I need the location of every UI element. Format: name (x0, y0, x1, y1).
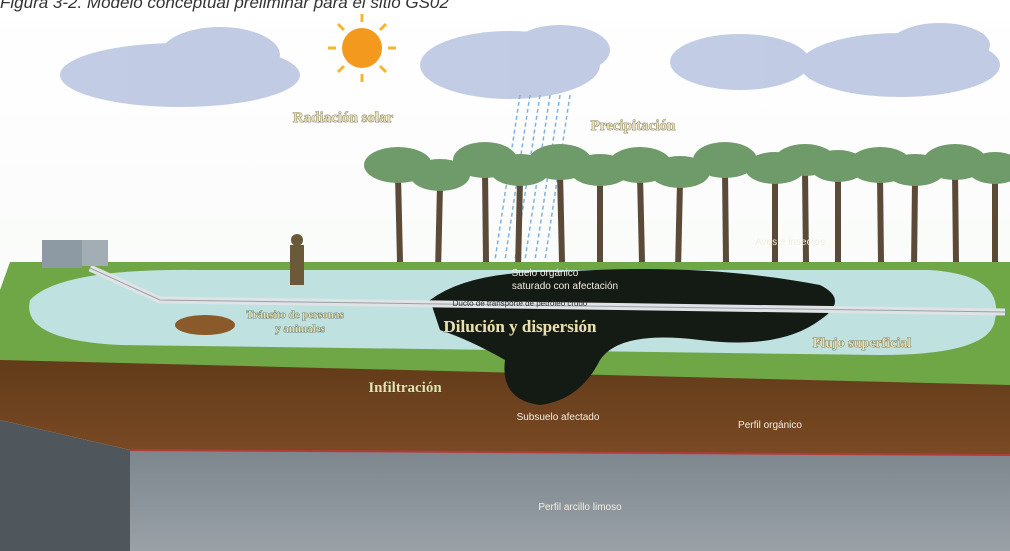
label-solar: Radiación solar (293, 110, 394, 126)
label-subsoil: Subsuelo afectado (517, 412, 600, 423)
animal (175, 315, 235, 335)
label-clay: Perfil arcillo limoso (538, 502, 622, 513)
diagram: Figura 3-2. Modelo conceptual preliminar… (0, 0, 1010, 551)
caption: Figura 3-2. Modelo conceptual preliminar… (0, 0, 449, 12)
label-dilution: Dilución y dispersión (443, 317, 597, 336)
tanks (42, 240, 108, 268)
person-head (291, 234, 303, 246)
person (290, 245, 304, 285)
label-transit: Tránsito de personas (246, 309, 344, 321)
label-soil: Suelo orgánico (512, 268, 579, 279)
label-transit2: y animales (275, 323, 326, 335)
label-soil2: saturado con afectación (512, 281, 618, 292)
rock-layer (130, 450, 1010, 551)
label-rain: Precipitación (591, 118, 676, 134)
label-birds: Aves e insectos (755, 237, 825, 248)
label-organic: Perfil orgánico (738, 420, 802, 431)
label-infiltration: Infiltración (368, 380, 442, 396)
label-flow: Flujo superficial (813, 336, 911, 351)
label-pipe: Ducto de transporte de petróleo crudo (453, 299, 588, 308)
